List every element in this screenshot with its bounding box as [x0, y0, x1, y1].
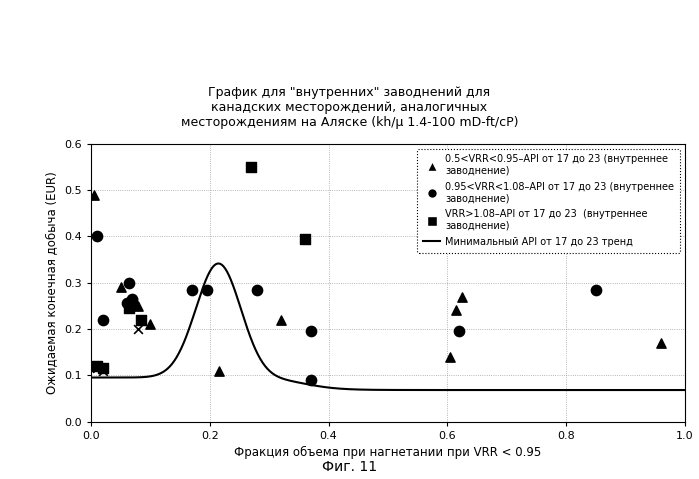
Point — [124, 279, 135, 286]
Point — [97, 367, 108, 375]
Point — [656, 339, 667, 347]
Legend: 0.5<VRR<0.95–API от 17 до 23 (внутреннее
заводнение), 0.95<VRR<1.08–API от 17 до: 0.5<VRR<0.95–API от 17 до 23 (внутреннее… — [417, 148, 680, 252]
Point — [252, 286, 263, 294]
Point — [590, 286, 601, 294]
Point — [445, 353, 456, 361]
Point — [201, 286, 212, 294]
Point — [246, 163, 257, 171]
Point — [91, 365, 103, 372]
Point — [451, 307, 462, 314]
Point — [275, 316, 287, 323]
Point — [97, 316, 108, 323]
Point — [127, 300, 138, 308]
X-axis label: Фракция объема при нагнетании при VRR < 0.95: Фракция объема при нагнетании при VRR < … — [234, 446, 542, 459]
Point — [115, 284, 126, 291]
Point — [97, 365, 108, 372]
Point — [186, 286, 197, 294]
Point — [456, 293, 468, 300]
Point — [133, 302, 144, 309]
Point — [91, 232, 103, 240]
Point — [127, 295, 138, 303]
Point — [121, 300, 132, 308]
Text: График для "внутренних" заводнений для
канадских месторождений, аналогичных
мест: График для "внутренних" заводнений для к… — [181, 86, 518, 129]
Point — [124, 304, 135, 312]
Point — [305, 328, 317, 335]
Point — [133, 325, 144, 333]
Point — [213, 367, 224, 375]
Point — [145, 320, 156, 328]
Y-axis label: Ожидаемая конечная добыча (EUR): Ожидаемая конечная добыча (EUR) — [45, 171, 59, 394]
Point — [454, 328, 465, 335]
Point — [91, 362, 103, 370]
Point — [88, 191, 99, 198]
Point — [305, 376, 317, 384]
Point — [299, 235, 310, 242]
Point — [136, 316, 147, 323]
Text: Фиг. 11: Фиг. 11 — [322, 460, 377, 474]
